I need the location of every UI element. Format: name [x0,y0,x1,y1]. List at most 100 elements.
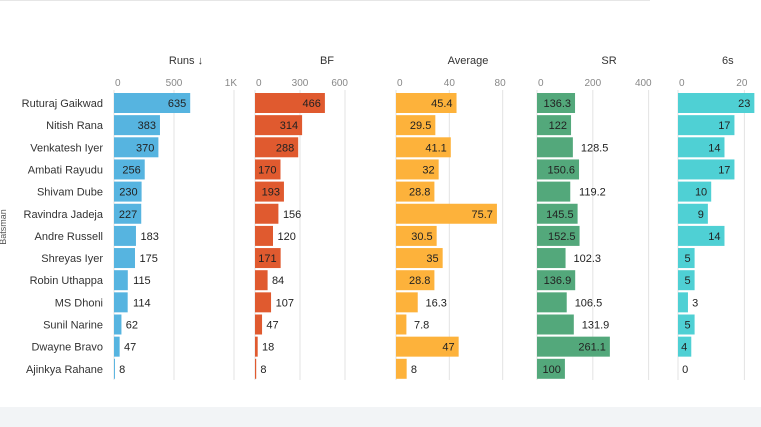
bar-runs-andre-russell [114,225,136,246]
value-label-sr-ravindra-jadeja: 145.5 [546,209,574,221]
bar-bf-ms-dhoni [255,292,272,313]
value-label-6s-ravindra-jadeja: 9 [698,209,704,221]
bar-6s-venkatesh-iyer [678,137,725,158]
value-label-runs-andre-russell: 183 [141,231,159,243]
panel-title-sr: SR [601,55,616,67]
value-label-average-dwayne-bravo: 47 [442,342,454,354]
value-label-runs-dwayne-bravo: 47 [124,342,136,354]
bar-bf-venkatesh-iyer [255,137,299,158]
bar-runs-dwayne-bravo [114,336,120,357]
bar-sr-dwayne-bravo [537,336,610,357]
value-label-average-shreyas-iyer: 35 [426,253,438,265]
bar-runs-ruturaj-gaikwad [114,93,191,113]
value-label-average-venkatesh-iyer: 41.1 [425,142,446,154]
value-label-average-robin-uthappa: 28.8 [409,275,430,287]
bar-6s-dwayne-bravo [678,336,692,357]
value-label-6s-ajinkya-rahane: 0 [682,364,688,376]
value-label-runs-ruturaj-gaikwad: 635 [168,98,186,110]
value-label-average-ravindra-jadeja: 75.7 [472,209,493,221]
value-label-sr-shivam-dube: 119.2 [579,187,606,199]
value-label-runs-ambati-rayudu: 256 [122,164,140,176]
tick-label-bf-2: 600 [331,78,348,89]
value-label-6s-ms-dhoni: 3 [692,297,698,309]
value-label-bf-shreyas-iyer: 171 [258,253,276,265]
tick-label-runs-2: 1K [225,78,238,89]
bar-bf-nitish-rana [255,115,303,136]
bar-runs-ambati-rayudu [114,159,145,180]
bar-average-ruturaj-gaikwad [396,93,457,113]
bar-6s-ruturaj-gaikwad [678,93,755,113]
value-label-bf-ms-dhoni: 107 [276,297,294,309]
bar-bf-andre-russell [255,225,273,246]
bar-runs-nitish-rana [114,115,160,136]
category-label-ravindra-jadeja: Ravindra Jadeja [24,209,104,221]
bar-sr-ms-dhoni [537,292,567,313]
bar-sr-ajinkya-rahane [537,358,565,379]
bar-runs-shreyas-iyer [114,248,135,269]
bar-bf-sunil-narine [255,314,263,335]
bar-average-sunil-narine [396,314,407,335]
bar-average-andre-russell [396,225,437,246]
bar-bf-dwayne-bravo [255,336,258,357]
value-label-runs-venkatesh-iyer: 370 [136,142,154,154]
tick-label-runs-0: 0 [115,78,121,89]
tick-label-average-2: 80 [495,78,507,89]
bar-sr-ambati-rayudu [537,159,580,180]
value-label-6s-robin-uthappa: 5 [684,275,690,287]
category-label-ms-dhoni: MS Dhoni [55,297,103,309]
panel-title-runs[interactable]: Runs ↓ [169,55,203,67]
value-label-runs-shivam-dube: 230 [119,187,137,199]
tick-label-6s-0: 0 [679,78,685,89]
category-label-dwayne-bravo: Dwayne Bravo [31,342,103,354]
bar-bf-ambati-rayudu [255,159,281,180]
tick-label-sr-1: 200 [584,78,601,89]
value-label-sr-dwayne-bravo: 261.1 [578,342,606,354]
value-label-6s-ambati-rayudu: 17 [718,164,730,176]
bar-sr-sunil-narine [537,314,574,335]
bar-runs-robin-uthappa [114,270,128,291]
value-label-bf-ajinkya-rahane: 8 [260,364,266,376]
bar-average-shreyas-iyer [396,248,443,269]
bar-average-venkatesh-iyer [396,137,451,158]
value-label-bf-shivam-dube: 193 [262,187,280,199]
value-label-sr-ajinkya-rahane: 100 [543,364,561,376]
bar-sr-shreyas-iyer [537,248,566,269]
value-label-bf-venkatesh-iyer: 288 [276,142,294,154]
footer-band [0,407,761,427]
bar-6s-nitish-rana [678,115,735,136]
panel-title-average: Average [448,55,489,67]
bar-runs-ajinkya-rahane [114,358,115,379]
bar-6s-ambati-rayudu [678,159,735,180]
bar-sr-robin-uthappa [537,270,576,291]
bar-6s-andre-russell [678,225,725,246]
bar-runs-venkatesh-iyer [114,137,159,158]
bar-average-ajinkya-rahane [396,358,407,379]
value-label-bf-sunil-narine: 47 [266,320,278,332]
bar-6s-shivam-dube [678,181,712,202]
value-label-average-shivam-dube: 28.8 [409,187,430,199]
value-label-bf-ambati-rayudu: 170 [258,164,276,176]
bar-bf-shreyas-iyer [255,248,281,269]
panel-title-6s: 6s [722,55,734,67]
top-divider [0,0,650,1]
bar-sr-shivam-dube [537,181,571,202]
bar-chart-small-multiples: Ruturaj Gaikwad Nitish Rana Venkatesh Iyer… [22,55,755,380]
value-label-6s-nitish-rana: 17 [718,120,730,132]
bar-sr-andre-russell [537,225,580,246]
category-label-venkatesh-iyer: Venkatesh Iyer [30,142,103,154]
bar-sr-nitish-rana [537,115,572,136]
bar-runs-ravindra-jadeja [114,203,142,224]
value-label-6s-shreyas-iyer: 5 [684,253,690,265]
value-label-runs-ajinkya-rahane: 8 [119,364,125,376]
value-label-bf-nitish-rana: 314 [280,120,298,132]
bar-average-robin-uthappa [396,270,435,291]
tick-label-sr-0: 0 [538,78,544,89]
tick-label-6s-1: 20 [736,78,748,89]
value-label-average-sunil-narine: 7.8 [414,320,429,332]
value-label-bf-ravindra-jadeja: 156 [283,209,301,221]
bar-average-dwayne-bravo [396,336,459,357]
tick-label-average-0: 0 [397,78,403,89]
bar-runs-shivam-dube [114,181,142,202]
value-label-runs-shreyas-iyer: 175 [140,253,158,265]
bar-6s-ms-dhoni [678,292,688,313]
